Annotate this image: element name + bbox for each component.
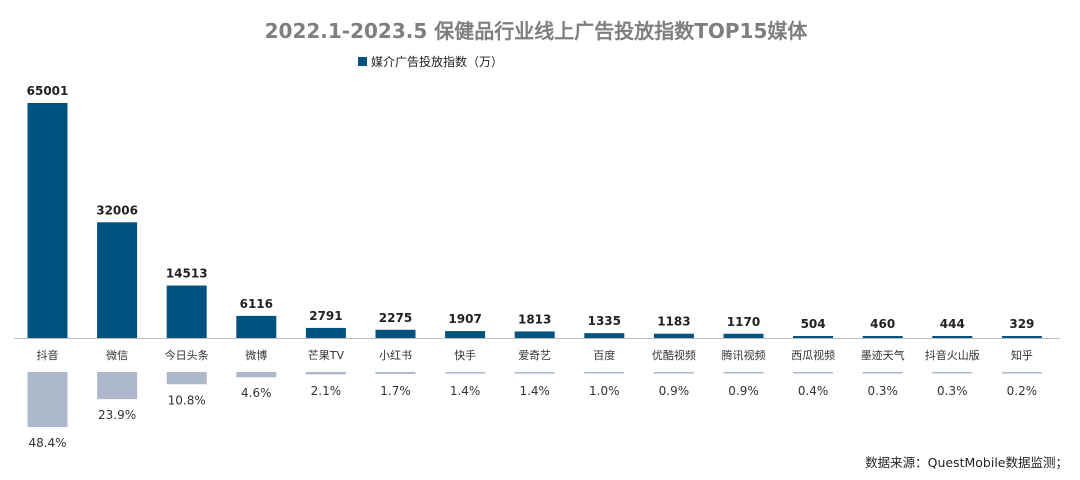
- bar: [514, 331, 555, 338]
- category-label: 知乎: [1011, 348, 1033, 362]
- category-label: 微信: [106, 348, 128, 362]
- value-label: 1183: [657, 315, 690, 329]
- category-label: 芒果TV: [308, 349, 345, 362]
- share-bar: [723, 372, 764, 374]
- share-label: 48.4%: [28, 436, 66, 450]
- value-label: 329: [1009, 317, 1034, 331]
- bar: [27, 103, 68, 338]
- bar: [723, 333, 764, 338]
- share-bar: [236, 372, 277, 378]
- share-label: 1.0%: [589, 384, 620, 398]
- share-bar: [653, 372, 694, 374]
- share-bar: [166, 372, 207, 385]
- share-label: 1.4%: [519, 384, 550, 398]
- bar: [236, 315, 277, 338]
- share-label: 0.4%: [798, 384, 829, 398]
- bar: [584, 333, 625, 338]
- share-label: 1.7%: [380, 384, 411, 398]
- category-label: 抖音: [37, 348, 59, 362]
- value-label: 444: [940, 317, 965, 331]
- share-label: 2.1%: [311, 384, 342, 398]
- value-label: 2275: [379, 311, 412, 325]
- share-bar: [932, 372, 973, 374]
- share-label-group: 48.4% 23.9% 10.8% 4.6% 2.1% 1.7% 1.4% 1.4% 1.0% 0…: [28, 384, 1037, 450]
- bar: [862, 336, 903, 338]
- share-label: 23.9%: [98, 408, 136, 422]
- share-bar: [305, 372, 346, 375]
- category-label: 今日头条: [165, 348, 209, 362]
- share-bar: [445, 372, 486, 374]
- category-label: 微博: [245, 348, 267, 362]
- share-label: 1.4%: [450, 384, 481, 398]
- value-label: 32006: [96, 203, 138, 217]
- value-label: 504: [801, 317, 826, 331]
- bar: [97, 222, 138, 338]
- bar: [305, 327, 346, 338]
- category-label: 腾讯视频: [722, 348, 766, 362]
- share-label: 0.3%: [937, 384, 968, 398]
- value-label: 1170: [727, 315, 760, 329]
- share-bar: [862, 372, 903, 374]
- category-label: 爱奇艺: [518, 349, 551, 362]
- value-label: 14513: [166, 267, 208, 281]
- share-label: 10.8%: [168, 393, 206, 407]
- share-bar: [584, 372, 625, 374]
- bar-group: [27, 103, 1042, 338]
- bar: [445, 331, 486, 338]
- bar: [166, 285, 207, 338]
- share-bar-group: [27, 372, 1042, 427]
- share-label: 0.2%: [1007, 384, 1038, 398]
- category-label: 快手: [454, 348, 476, 362]
- share-label: 0.3%: [867, 384, 898, 398]
- value-label: 6116: [240, 297, 273, 311]
- share-bar: [1001, 372, 1042, 374]
- value-label: 460: [870, 317, 895, 331]
- value-label: 1335: [588, 314, 621, 328]
- bar: [653, 333, 694, 338]
- share-label: 4.6%: [241, 386, 272, 400]
- value-label: 65001: [27, 84, 69, 98]
- source-note: 数据来源：QuestMobile数据监测；: [865, 455, 1068, 470]
- category-label: 百度: [593, 348, 615, 362]
- bar: [1001, 336, 1042, 338]
- bar: [932, 336, 973, 338]
- legend: 媒介广告投放指数（万）: [358, 54, 503, 69]
- chart-title: 2022.1-2023.5 保健品行业线上广告投放指数TOP15媒体: [265, 19, 809, 43]
- share-bar: [27, 372, 68, 427]
- legend-swatch: [358, 57, 367, 66]
- bar: [375, 329, 416, 338]
- category-label-group: 抖音 微信 今日头条 微博 芒果TV 小红书 快手 爱奇艺 百度 优酷视频 腾讯视频 西瓜视频 墨迹天气…: [37, 348, 1033, 362]
- category-label: 优酷视频: [652, 348, 696, 362]
- value-label: 1813: [518, 312, 551, 326]
- category-label: 西瓜视频: [791, 348, 835, 362]
- share-bar: [97, 372, 138, 400]
- value-label-group: 65001 32006 14513 6116 2791 2275 1907 1813 1335 1…: [27, 84, 1035, 331]
- value-label: 2791: [309, 309, 342, 323]
- share-bar: [514, 372, 555, 374]
- category-label: 小红书: [379, 349, 412, 362]
- bar: [793, 336, 834, 338]
- category-label: 抖音火山版: [925, 348, 980, 362]
- share-label: 0.9%: [659, 384, 690, 398]
- legend-label: 媒介广告投放指数（万）: [371, 54, 503, 69]
- value-label: 1907: [448, 312, 481, 326]
- share-bar: [375, 372, 416, 374]
- share-label: 0.9%: [728, 384, 759, 398]
- share-bar: [793, 372, 834, 374]
- category-label: 墨迹天气: [861, 348, 905, 362]
